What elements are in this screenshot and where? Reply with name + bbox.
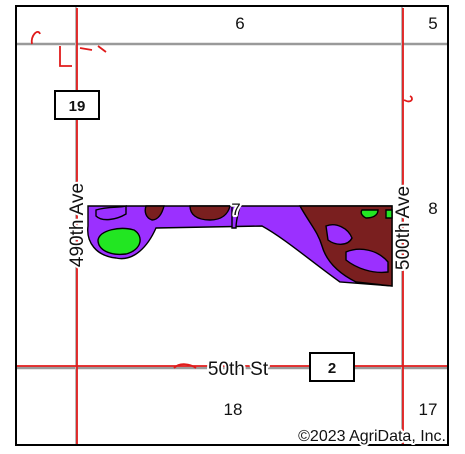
zone-purple-island: [325, 224, 353, 245]
road-label-50th-st: 50th St: [208, 359, 269, 380]
section-number-17: 17: [419, 400, 438, 419]
road-label-500th-ave: 500th Ave: [393, 186, 414, 270]
field-zones[interactable]: [87, 205, 393, 287]
section-number-5: 5: [428, 14, 437, 33]
section-number-18: 18: [224, 400, 243, 419]
section-lines: [17, 7, 447, 444]
road-spur-north: [59, 45, 107, 67]
zone-brown-1[interactable]: [144, 205, 165, 221]
road-spur-east: [403, 95, 413, 103]
zone-green-3[interactable]: [385, 209, 393, 219]
copyright-text: ©2023 AgriData, Inc.: [298, 428, 446, 445]
road-label-490th-ave: 490th Ave: [67, 183, 88, 267]
road-spur-nw: [30, 31, 41, 45]
route-shield-19-label: 19: [69, 98, 86, 115]
zone-green-1[interactable]: [97, 227, 141, 256]
section-labels: 6 5 7 8 18 17: [224, 14, 438, 419]
route-shield-2: 2: [309, 352, 355, 382]
zone-purple-inner: [95, 205, 127, 221]
zone-purple-island-2: [345, 248, 389, 274]
road-labels: 490th Ave 500th Ave 50th St: [65, 181, 416, 382]
zone-green-2[interactable]: [360, 209, 379, 219]
zone-purple-strip: [231, 205, 241, 229]
roads: [17, 8, 447, 444]
route-shield-2-label: 2: [328, 360, 336, 377]
section-number-8: 8: [428, 199, 437, 218]
zone-brown-2[interactable]: [189, 205, 231, 221]
section-number-6: 6: [235, 14, 244, 33]
route-shield-19: 19: [54, 90, 100, 120]
section-number-7: 7: [231, 200, 240, 219]
road-curve-south: [173, 363, 197, 369]
